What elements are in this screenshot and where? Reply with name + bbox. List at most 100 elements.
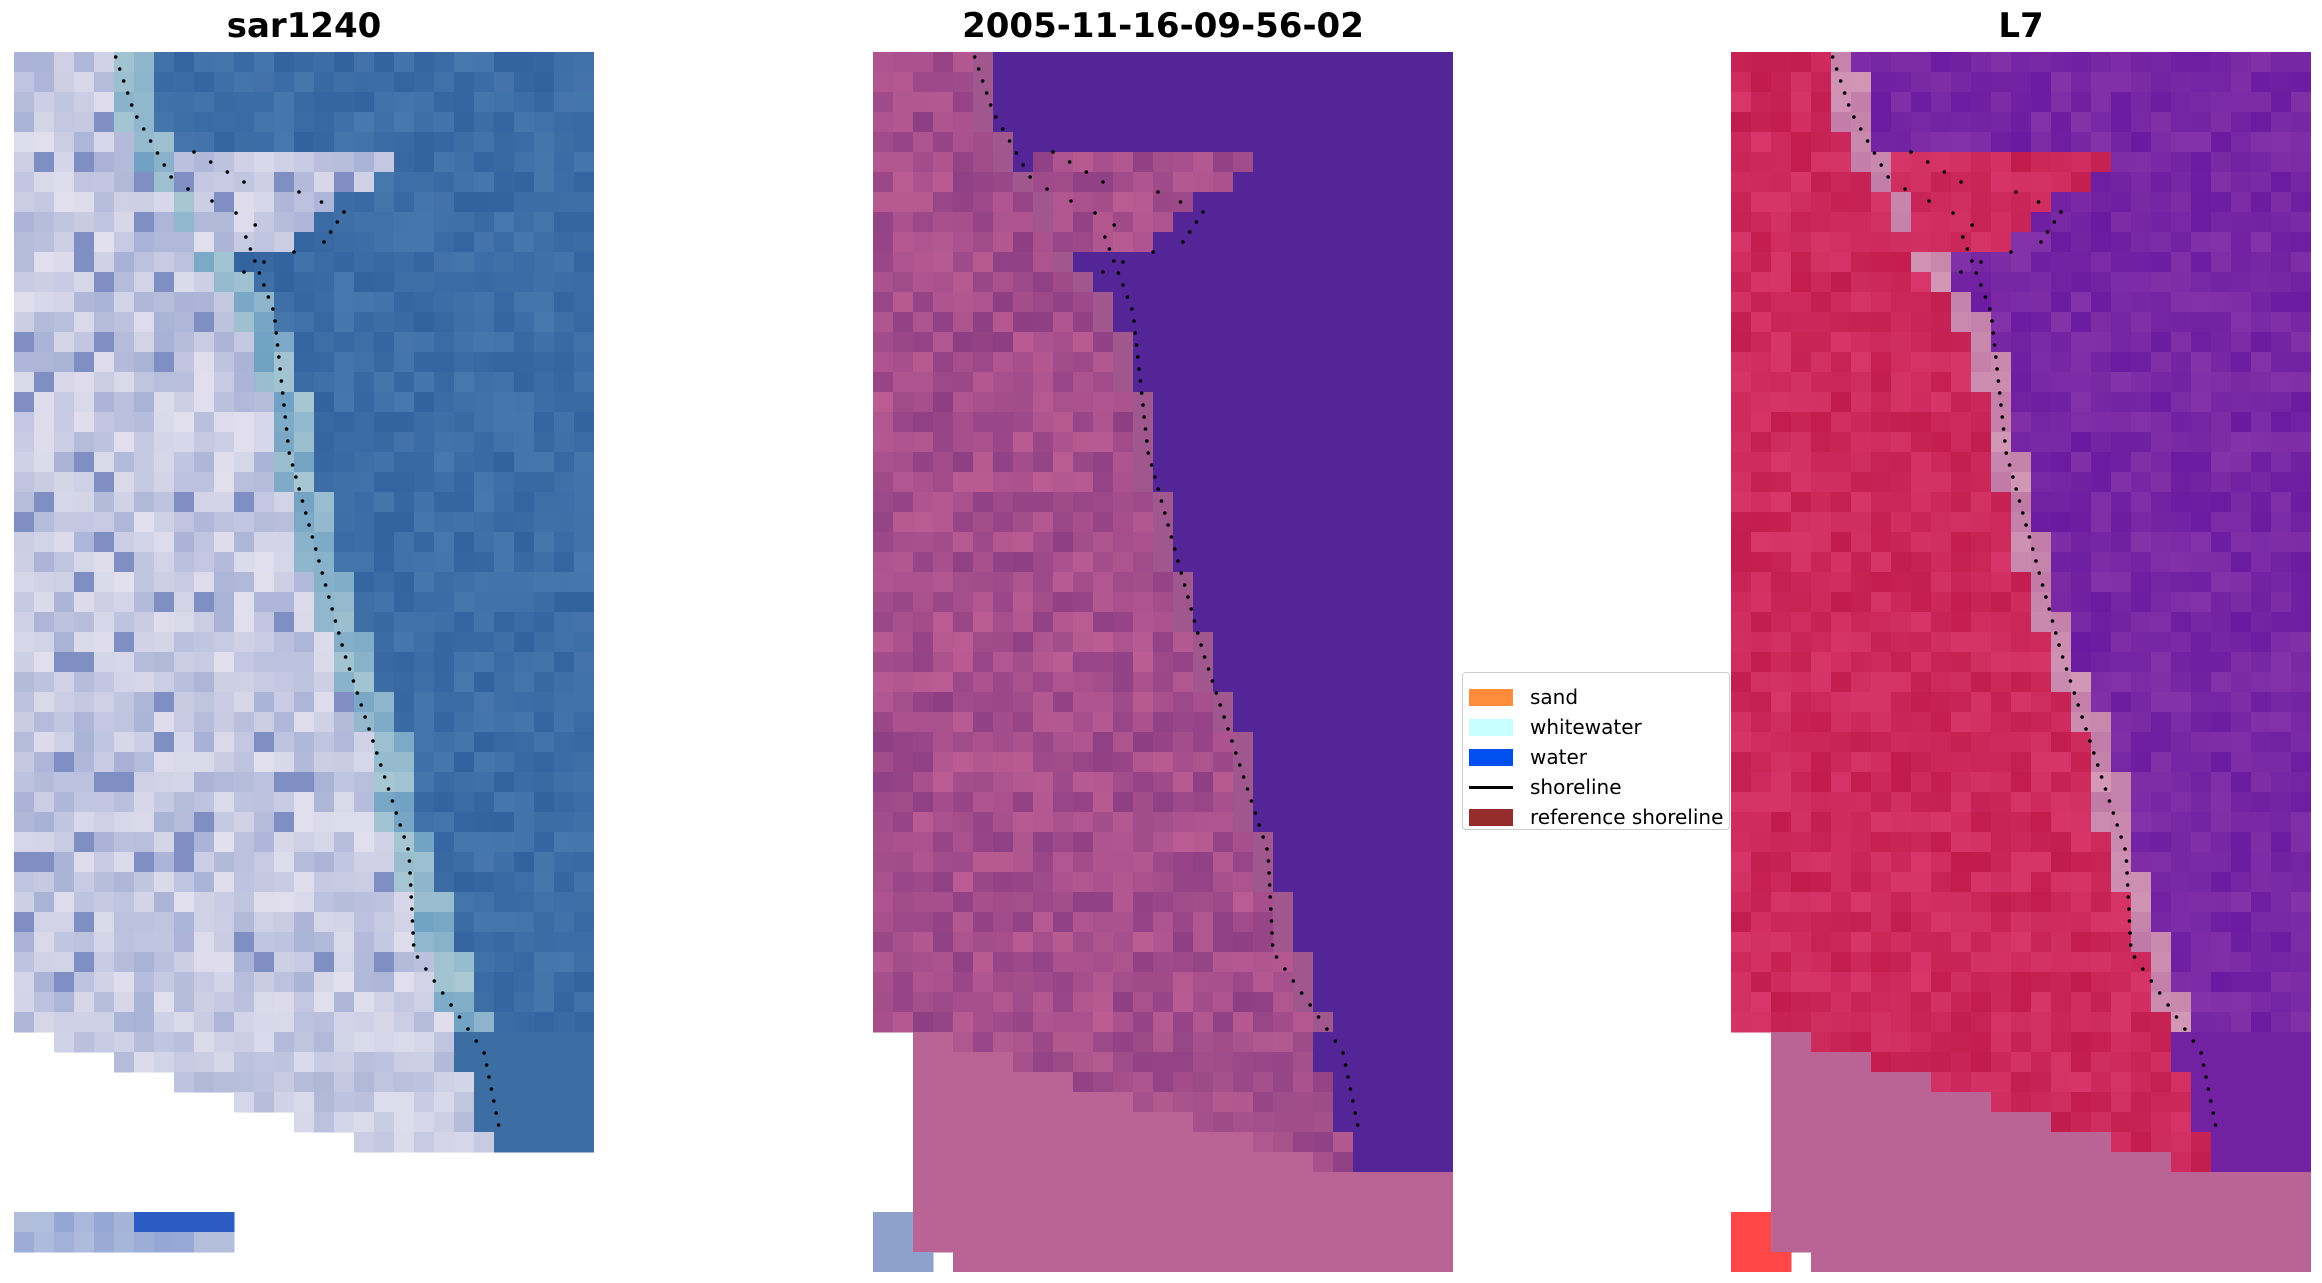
- image-pixel: [1213, 432, 1234, 453]
- image-pixel: [314, 512, 335, 533]
- image-pixel: [1951, 652, 1972, 673]
- image-pixel: [574, 192, 594, 213]
- image-pixel: [34, 112, 55, 133]
- image-pixel: [34, 712, 55, 733]
- image-pixel: [1871, 112, 1892, 133]
- image-pixel: [933, 252, 954, 273]
- image-pixel: [1193, 692, 1214, 713]
- image-pixel: [494, 692, 515, 713]
- image-pixel: [993, 1112, 1014, 1133]
- image-pixel: [554, 672, 575, 693]
- image-pixel: [1991, 732, 2012, 753]
- image-pixel: [1273, 612, 1294, 633]
- image-pixel: [414, 192, 435, 213]
- image-pixel: [2251, 272, 2272, 293]
- image-pixel: [993, 752, 1014, 773]
- image-pixel: [434, 172, 455, 193]
- image-pixel: [1433, 1172, 1453, 1193]
- shoreline-point: [1133, 331, 1138, 335]
- image-pixel: [1991, 812, 2012, 833]
- image-pixel: [214, 212, 235, 233]
- image-pixel: [134, 372, 155, 393]
- image-pixel: [1253, 732, 1274, 753]
- image-pixel: [1393, 1192, 1414, 1213]
- image-pixel: [374, 932, 395, 953]
- image-pixel: [1373, 572, 1394, 593]
- image-pixel: [374, 232, 395, 253]
- image-pixel: [993, 352, 1014, 373]
- image-pixel: [2171, 592, 2192, 613]
- image-pixel: [574, 232, 594, 253]
- image-pixel: [1033, 412, 1054, 433]
- image-pixel: [893, 92, 914, 113]
- image-pixel: [1891, 372, 1912, 393]
- image-pixel: [1253, 932, 1274, 953]
- image-pixel: [1393, 352, 1414, 373]
- image-pixel: [1053, 1192, 1074, 1213]
- image-pixel: [1313, 1252, 1334, 1272]
- image-pixel: [1811, 1012, 1832, 1033]
- image-pixel: [1153, 792, 1174, 813]
- image-pixel: [274, 872, 295, 893]
- image-pixel: [454, 492, 475, 513]
- image-pixel: [2071, 592, 2092, 613]
- image-pixel: [174, 72, 195, 93]
- image-pixel: [234, 932, 255, 953]
- image-pixel: [1193, 1012, 1214, 1033]
- image-pixel: [1133, 452, 1154, 473]
- image-pixel: [454, 532, 475, 553]
- image-pixel: [1911, 452, 1932, 473]
- image-pixel: [1413, 832, 1434, 853]
- image-pixel: [1433, 512, 1453, 533]
- image-pixel: [1293, 472, 1314, 493]
- image-pixel: [913, 752, 934, 773]
- image-pixel: [953, 912, 974, 933]
- image-pixel: [1911, 392, 1932, 413]
- image-pixel: [1413, 72, 1434, 93]
- image-pixel: [2251, 192, 2272, 213]
- shoreline-point: [1214, 691, 1219, 695]
- image-pixel: [2111, 952, 2132, 973]
- image-pixel: [933, 1092, 954, 1113]
- image-pixel: [1213, 832, 1234, 853]
- image-pixel: [534, 1112, 555, 1133]
- image-pixel: [1133, 952, 1154, 973]
- image-pixel: [54, 1012, 75, 1033]
- image-pixel: [1373, 552, 1394, 573]
- image-pixel: [294, 1092, 315, 1113]
- image-pixel: [1133, 1192, 1154, 1213]
- image-pixel: [34, 912, 55, 933]
- image-pixel: [1433, 732, 1453, 753]
- image-pixel: [1751, 852, 1772, 873]
- image-pixel: [893, 972, 914, 993]
- image-pixel: [973, 112, 994, 133]
- image-pixel: [1931, 832, 1952, 853]
- image-pixel: [1113, 452, 1134, 473]
- image-pixel: [1811, 112, 1832, 133]
- image-pixel: [474, 652, 495, 673]
- image-pixel: [1891, 392, 1912, 413]
- image-pixel: [554, 1012, 575, 1033]
- image-pixel: [1931, 592, 1952, 613]
- image-pixel: [234, 92, 255, 113]
- image-pixel: [1971, 612, 1992, 633]
- image-pixel: [194, 252, 215, 273]
- image-pixel: [1173, 252, 1194, 273]
- image-pixel: [913, 132, 934, 153]
- image-pixel: [114, 292, 135, 313]
- shoreline-point: [980, 79, 985, 83]
- image-pixel: [1811, 692, 1832, 713]
- image-pixel: [94, 992, 115, 1013]
- image-pixel: [1053, 52, 1074, 73]
- image-pixel: [1233, 272, 1254, 293]
- image-pixel: [214, 292, 235, 313]
- image-pixel: [1791, 192, 1812, 213]
- image-pixel: [1831, 172, 1852, 193]
- image-pixel: [134, 392, 155, 413]
- image-pixel: [254, 112, 275, 133]
- image-pixel: [1831, 1052, 1852, 1073]
- image-pixel: [1073, 632, 1094, 653]
- image-pixel: [1333, 1172, 1354, 1193]
- image-pixel: [2011, 472, 2032, 493]
- image-pixel: [933, 452, 954, 473]
